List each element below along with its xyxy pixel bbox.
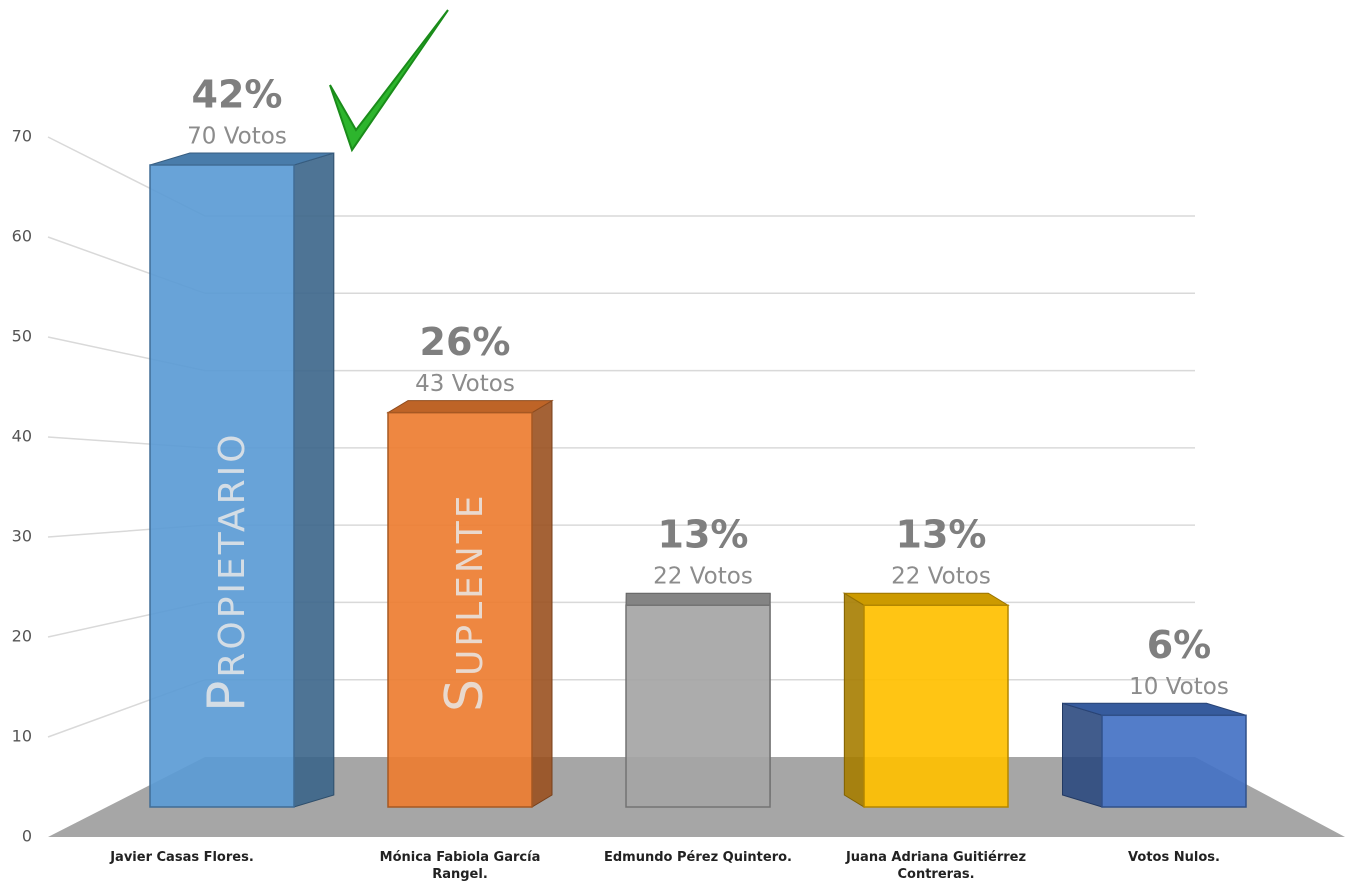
y-tick-label: 40	[12, 427, 32, 446]
percent-label: 13%	[896, 513, 987, 557]
bar-top	[386, 400, 554, 414]
bar-side	[531, 399, 553, 808]
x-tick-label: Mónica Fabiola García Rangel.	[379, 850, 541, 882]
bar-side	[293, 152, 335, 808]
bar-top	[842, 592, 1010, 606]
value-label: 22 Votos	[653, 564, 753, 590]
y-tick-label: 30	[12, 527, 32, 546]
value-label: 70 Votos	[187, 124, 287, 150]
percent-label: 26%	[420, 320, 511, 364]
y-tick-label: 0	[22, 827, 32, 846]
y-tick-label: 70	[12, 127, 32, 146]
value-label: 43 Votos	[415, 371, 515, 397]
percent-label: 13%	[658, 513, 749, 557]
value-label: 22 Votos	[891, 564, 991, 590]
bar-side	[1062, 702, 1103, 808]
bar-annotation: Suplente	[435, 492, 495, 712]
bar	[1101, 714, 1247, 808]
bar	[863, 604, 1009, 808]
bar	[387, 411, 533, 808]
check-mark	[329, 9, 449, 153]
x-tick-label: Javier Casas Flores.	[110, 850, 254, 865]
bar	[625, 604, 771, 808]
bar	[149, 164, 295, 808]
y-tick-label: 50	[12, 327, 32, 346]
y-tick-label: 10	[12, 727, 32, 746]
percent-label: 6%	[1147, 623, 1212, 667]
bar-side	[843, 592, 865, 808]
x-tick-label: Edmundo Pérez Quintero.	[604, 850, 792, 865]
y-tick-label: 60	[12, 227, 32, 246]
y-tick-label: 20	[12, 627, 32, 646]
bar-top	[625, 592, 771, 606]
bar-annotation: Propietario	[197, 431, 257, 712]
value-label: 10 Votos	[1129, 674, 1229, 700]
x-tick-label: Juana Adriana Guitiérrez Contreras.	[845, 850, 1027, 882]
x-tick-label: Votos Nulos.	[1128, 850, 1220, 865]
percent-label: 42%	[192, 73, 283, 117]
